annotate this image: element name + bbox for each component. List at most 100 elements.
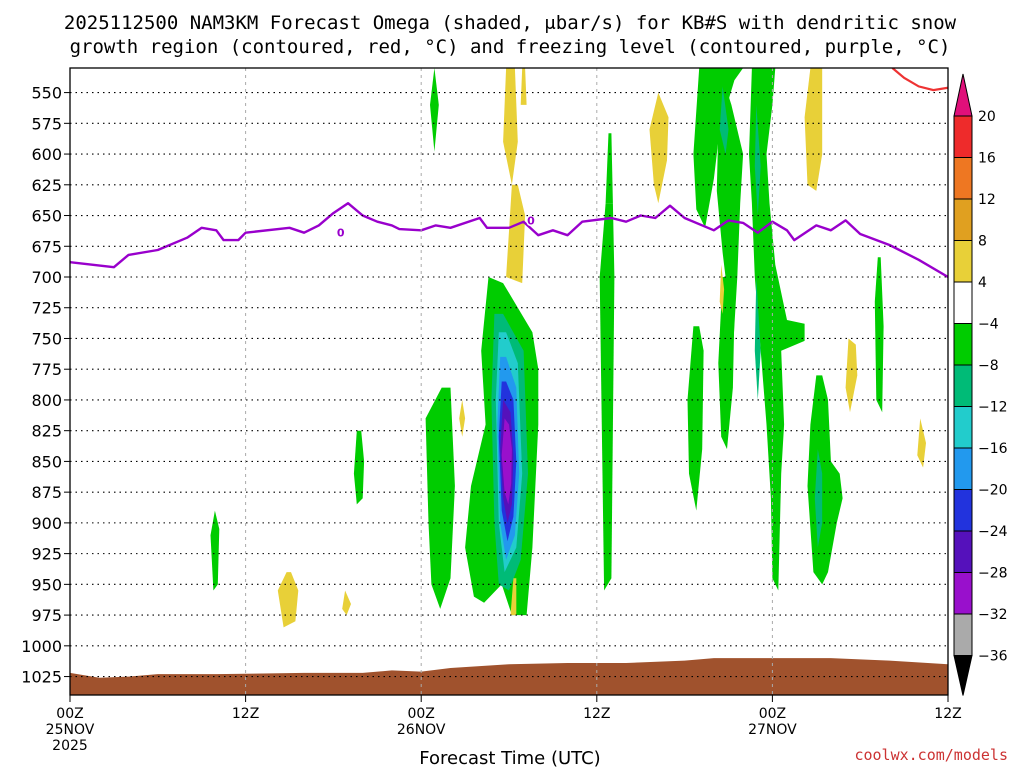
colorbar-segment-8 — [953, 447, 973, 490]
omega-region-12 — [605, 133, 613, 204]
colorbar-label-1: 16 — [978, 151, 996, 167]
y-tick-label-7: 725 — [31, 299, 62, 318]
omega-region-2 — [506, 184, 526, 284]
omega-region-18 — [754, 104, 761, 216]
omega-region-35 — [719, 264, 725, 314]
y-tick-label-5: 675 — [31, 237, 62, 256]
colorbar-segment-3 — [953, 240, 973, 283]
omega-region-30 — [510, 578, 517, 616]
y-tick-label-8: 750 — [31, 329, 62, 348]
credit-text: coolwx.com/models — [854, 746, 1008, 764]
terrain-fill — [70, 658, 948, 695]
chart-title-line2: growth region (contoured, red, °C) and f… — [70, 36, 951, 58]
x-tick-label-5-0: 12Z — [934, 706, 961, 722]
x-tick-label-2-0: 00Z — [407, 706, 434, 722]
omega-region-33 — [845, 338, 858, 413]
y-tick-label-1: 575 — [31, 114, 62, 133]
omega-region-0 — [430, 68, 439, 152]
omega-region-3 — [520, 68, 527, 105]
colorbar-segment-1 — [953, 157, 973, 200]
y-tick-label-9: 775 — [31, 360, 62, 379]
x-tick-label-0-2: 2025 — [52, 738, 88, 754]
colorbar-label-13: −36 — [978, 649, 1008, 665]
colorbar-label-11: −28 — [978, 566, 1008, 582]
x-tick-label-0-1: 25NOV — [46, 722, 95, 738]
omega-region-17 — [749, 68, 805, 591]
colorbar-segment-5 — [953, 323, 973, 366]
x-axis-label: Forecast Time (UTC) — [419, 748, 600, 768]
y-tick-label-2: 600 — [31, 145, 62, 164]
omega-region-4 — [425, 387, 455, 609]
y-tick-label-0: 550 — [31, 84, 62, 103]
y-tick-label-6: 700 — [31, 268, 62, 287]
y-tick-label-19: 1025 — [21, 668, 62, 687]
y-tick-label-12: 850 — [31, 452, 62, 471]
dendritic-contour-line — [891, 68, 948, 92]
y-tick-label-17: 975 — [31, 606, 62, 625]
y-tick-label-10: 800 — [31, 391, 62, 410]
omega-region-21 — [718, 277, 735, 450]
omega-region-27 — [277, 572, 299, 628]
y-tick-label-13: 875 — [31, 483, 62, 502]
grid — [70, 68, 948, 695]
colorbar-segment-12 — [953, 613, 973, 656]
omega-region-13 — [599, 203, 615, 591]
omega-region-32 — [804, 68, 823, 191]
x-tick-label-0-0: 00Z — [56, 706, 83, 722]
omega-region-29 — [459, 399, 466, 437]
chart-title-line1: 2025112500 NAM3KM Forecast Omega (shaded… — [64, 12, 957, 34]
omega-region-23 — [814, 449, 823, 548]
omega-region-20 — [687, 326, 704, 511]
freezing-level-label-1: 0 — [527, 214, 535, 227]
colorbar-label-2: 12 — [978, 192, 996, 208]
colorbar-label-6: −8 — [978, 358, 999, 374]
colorbar-segment-2 — [953, 198, 973, 241]
omega-region-11 — [501, 418, 512, 505]
omega-region-22 — [807, 375, 843, 585]
freezing-level-label-0: 0 — [337, 227, 345, 240]
colorbar-label-3: 8 — [978, 234, 987, 250]
freezing-level-line — [70, 201, 948, 279]
colorbar-segment-4 — [953, 281, 973, 324]
colorbar-segment-0 — [953, 115, 973, 158]
y-tick-label-11: 825 — [31, 422, 62, 441]
colorbar-top-arrow — [953, 73, 973, 117]
colorbar-label-8: −16 — [978, 441, 1008, 457]
x-tick-label-4-1: 27NOV — [748, 722, 797, 738]
x-tick-label-2-1: 26NOV — [397, 722, 446, 738]
colorbar-segment-10 — [953, 530, 973, 573]
omega-region-16 — [719, 86, 729, 155]
colorbar-label-7: −12 — [978, 400, 1008, 416]
y-tick-label-4: 650 — [31, 207, 62, 226]
omega-region-26 — [210, 510, 220, 591]
colorbar-label-4: 4 — [978, 275, 987, 291]
x-tick-label-1-0: 12Z — [232, 706, 259, 722]
colorbar-label-12: −32 — [978, 607, 1008, 623]
y-tick-label-14: 900 — [31, 514, 62, 533]
plot-frame — [69, 67, 949, 696]
plot-area: 00 — [70, 68, 948, 695]
colorbar-label-5: −4 — [978, 317, 999, 333]
colorbar-label-10: −24 — [978, 524, 1008, 540]
colorbar-label-0: 20 — [978, 109, 996, 125]
omega-region-25 — [353, 430, 365, 505]
y-tick-label-3: 625 — [31, 176, 62, 195]
omega-region-31 — [649, 92, 669, 204]
colorbar-segment-6 — [953, 364, 973, 407]
omega-region-14 — [693, 68, 744, 228]
plot-content: 00 — [70, 68, 948, 695]
colorbar-segment-9 — [953, 489, 973, 532]
omega-region-34 — [917, 418, 926, 468]
omega-region-24 — [874, 257, 884, 413]
y-tick-label-18: 1000 — [21, 637, 62, 656]
x-tick-label-4-0: 00Z — [759, 706, 786, 722]
y-tick-label-15: 925 — [31, 545, 62, 564]
y-tick-label-16: 950 — [31, 575, 62, 594]
colorbar: 20 16 12 8 4 −4 −8 −12 −16 −20 −24 −28 −32 −36 — [953, 73, 1008, 696]
colorbar-label-9: −20 — [978, 483, 1008, 499]
omega-region-28 — [342, 590, 351, 616]
colorbar-segment-7 — [953, 406, 973, 449]
axes: 550 575 600 625 650 675 700 725 750 775 800 825 850 8… — [21, 67, 962, 754]
x-tick-label-3-0: 12Z — [583, 706, 610, 722]
